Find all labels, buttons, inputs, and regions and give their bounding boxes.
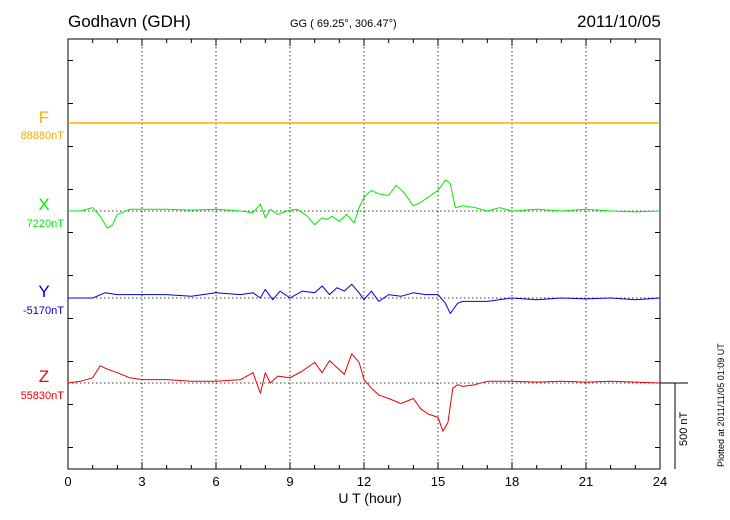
baseline-label-f: 88880nT xyxy=(20,130,64,142)
x-tick-label: 15 xyxy=(430,474,446,489)
station-title: Godhavn (GDH) xyxy=(68,12,191,31)
x-tick-label: 0 xyxy=(64,474,72,489)
x-tick-label: 9 xyxy=(286,474,294,489)
axis-ticks xyxy=(67,39,661,469)
station-coords: GG ( 69.25°, 306.47°) xyxy=(290,18,397,30)
x-tick-label: 12 xyxy=(356,474,372,489)
baseline-label-z: 55830nT xyxy=(20,390,64,402)
x-tick-label: 24 xyxy=(652,474,668,489)
series-label-z: Z xyxy=(38,367,50,386)
x-tick-label: 18 xyxy=(504,474,520,489)
x-tick-label: 6 xyxy=(212,474,220,489)
series-label-y: Y xyxy=(38,282,50,301)
series-lines xyxy=(67,122,661,432)
scale-bar-label: 500 nT xyxy=(678,411,690,446)
x-axis-label: U T (hour) xyxy=(338,490,402,506)
series-label-x: X xyxy=(38,195,50,214)
series-line-y xyxy=(68,283,661,314)
grid-lines xyxy=(141,39,587,469)
x-tick-label: 21 xyxy=(578,474,594,489)
baseline-label-y: -5170nT xyxy=(23,305,64,317)
plotted-timestamp: Plotted at 2011/11/05 01:09 UT xyxy=(716,343,726,467)
series-line-z xyxy=(67,353,661,432)
x-tick-label: 3 xyxy=(138,474,146,489)
series-label-f: F xyxy=(38,108,50,127)
scale-bar xyxy=(660,382,688,469)
baseline-label-x: 7220nT xyxy=(26,218,64,230)
series-line-x xyxy=(68,179,661,229)
date-label: 2011/10/05 xyxy=(577,12,661,31)
